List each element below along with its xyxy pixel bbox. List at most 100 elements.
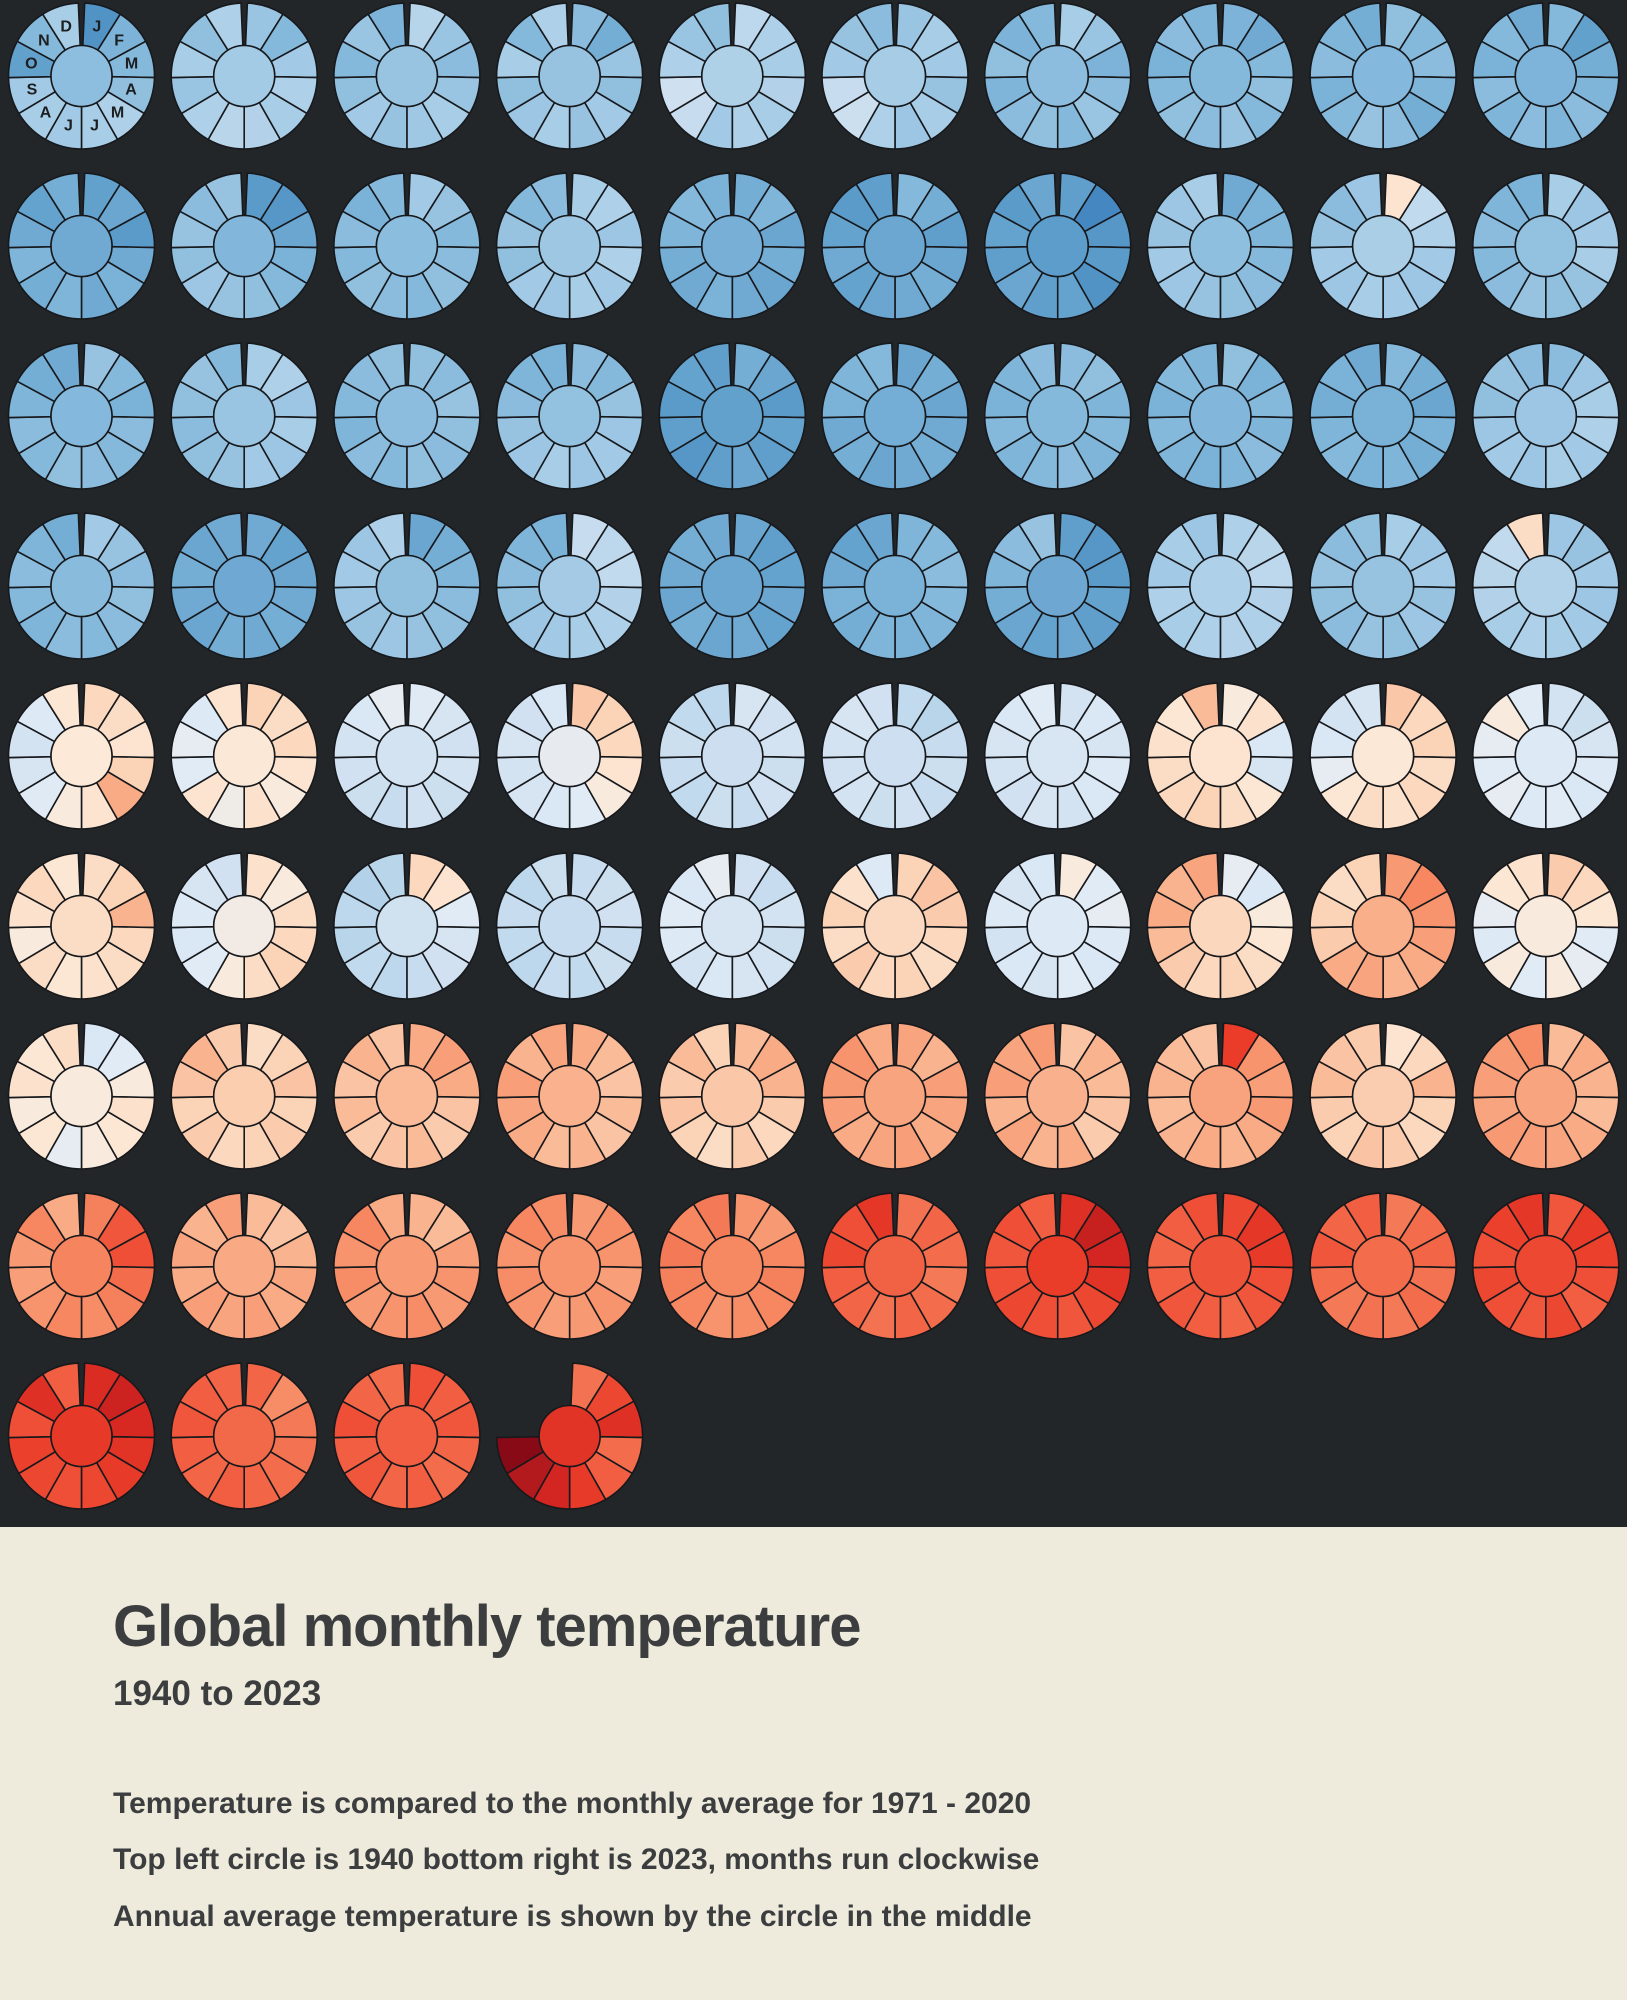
- annual-average-disc-2003: [538, 1064, 601, 1128]
- year-circle-2000: [7, 1022, 156, 1170]
- annual-average-disc-2007: [1189, 1064, 1252, 1128]
- annual-average-disc-1982: [375, 724, 439, 788]
- year-circle-1978: [1309, 512, 1457, 660]
- year-circle-1969: [1472, 342, 1620, 490]
- annual-average-disc-1948: [1351, 44, 1415, 108]
- annual-average-disc-1973: [538, 554, 601, 618]
- month-label-11: N: [38, 32, 50, 49]
- year-circle-1981: [170, 682, 318, 830]
- year-circle-2015: [821, 1192, 969, 1340]
- annual-average-disc-1941: [212, 44, 276, 108]
- annual-average-disc-2014: [700, 1234, 764, 1298]
- year-circle-1977: [1146, 512, 1295, 660]
- caption-center: Annual average temperature is shown by t…: [113, 1899, 1032, 1933]
- month-label-10: O: [25, 55, 37, 72]
- annual-average-disc-1994: [700, 894, 764, 958]
- caption-panel: Global monthly temperature 1940 to 2023 …: [0, 1527, 1627, 2000]
- annual-average-disc-2009: [1514, 1064, 1578, 1128]
- year-circle-1968: [1309, 342, 1457, 490]
- year-circle-1995: [821, 852, 969, 1000]
- year-circle-1960: [7, 342, 156, 490]
- annual-average-disc-1997: [1189, 894, 1252, 958]
- annual-average-disc-2018: [1351, 1234, 1415, 1298]
- year-circle-1941: [170, 2, 318, 150]
- year-circle-1944: [658, 2, 807, 150]
- annual-average-disc-2012: [375, 1234, 439, 1298]
- year-circle-2019: [1472, 1192, 1620, 1340]
- year-circle-2022: [333, 1362, 481, 1510]
- annual-average-disc-1978: [1351, 554, 1415, 618]
- month-label-4: A: [125, 82, 137, 99]
- annual-average-disc-1955: [863, 214, 927, 278]
- month-label-3: M: [125, 55, 138, 72]
- year-circle-1974: [658, 512, 807, 660]
- year-circle-2009: [1472, 1022, 1620, 1170]
- annual-average-disc-1956: [1026, 214, 1089, 278]
- annual-average-disc-2006: [1026, 1064, 1089, 1128]
- year-circle-1948: [1309, 2, 1457, 150]
- annual-average-disc-2000: [50, 1064, 113, 1128]
- annual-average-disc-1966: [1026, 384, 1089, 448]
- year-circle-1958: [1309, 172, 1457, 320]
- annual-average-disc-1998: [1351, 894, 1415, 958]
- year-circle-1962: [333, 342, 481, 490]
- year-circle-1979: [1472, 512, 1620, 660]
- annual-average-disc-1963: [538, 384, 601, 448]
- year-circle-1973: [495, 512, 644, 660]
- year-circle-1982: [333, 682, 481, 830]
- annual-average-disc-1967: [1189, 384, 1252, 448]
- annual-average-disc-2015: [863, 1234, 927, 1298]
- year-circle-2011: [170, 1192, 318, 1340]
- annual-average-disc-1990: [50, 894, 113, 958]
- annual-average-disc-1944: [700, 44, 764, 108]
- month-label-5: M: [111, 104, 124, 121]
- year-circle-1975: [821, 512, 969, 660]
- year-circle-2010: [7, 1192, 156, 1340]
- year-circle-2012: [333, 1192, 481, 1340]
- year-circle-1990: [7, 852, 156, 1000]
- year-circle-1966: [983, 342, 1132, 490]
- year-circle-1984: [658, 682, 807, 830]
- year-circle-1972: [333, 512, 481, 660]
- year-circle-2003: [495, 1022, 644, 1170]
- month-label-9: S: [27, 82, 38, 99]
- year-circle-2021: [170, 1362, 318, 1510]
- year-circle-1971: [170, 512, 318, 660]
- year-circle-1994: [658, 852, 807, 1000]
- annual-average-disc-1942: [375, 44, 439, 108]
- year-circle-1949: [1472, 2, 1620, 150]
- year-circle-1942: [333, 2, 481, 150]
- year-circle-2008: [1309, 1022, 1457, 1170]
- year-circle-1956: [983, 172, 1132, 320]
- annual-average-disc-2011: [212, 1234, 276, 1298]
- caption-order: Top left circle is 1940 bottom right is …: [113, 1843, 1040, 1877]
- month-label-1: J: [92, 18, 101, 35]
- month-label-2: F: [114, 32, 124, 49]
- annual-average-disc-1979: [1514, 554, 1578, 618]
- year-circle-1951: [170, 172, 318, 320]
- annual-average-disc-1953: [538, 214, 601, 278]
- annual-average-disc-1993: [538, 894, 601, 958]
- annual-average-disc-1962: [375, 384, 439, 448]
- annual-average-disc-1986: [1026, 724, 1089, 788]
- year-circle-1945: [821, 2, 969, 150]
- annual-average-disc-1983: [538, 724, 601, 788]
- annual-average-disc-1957: [1189, 214, 1252, 278]
- page-title: Global monthly temperature: [113, 1594, 861, 1659]
- annual-average-disc-2022: [375, 1404, 439, 1468]
- annual-average-disc-1946: [1026, 44, 1089, 108]
- annual-average-disc-1954: [700, 214, 764, 278]
- year-circle-1992: [333, 852, 481, 1000]
- year-circle-1997: [1146, 852, 1295, 1000]
- annual-average-disc-1985: [863, 724, 927, 788]
- month-label-12: D: [60, 18, 72, 35]
- annual-average-disc-1995: [863, 894, 927, 958]
- annual-average-disc-1951: [212, 214, 276, 278]
- year-circle-1964: [658, 342, 807, 490]
- annual-average-disc-2013: [538, 1234, 601, 1298]
- annual-average-disc-2020: [50, 1404, 113, 1468]
- annual-average-disc-1976: [1026, 554, 1089, 618]
